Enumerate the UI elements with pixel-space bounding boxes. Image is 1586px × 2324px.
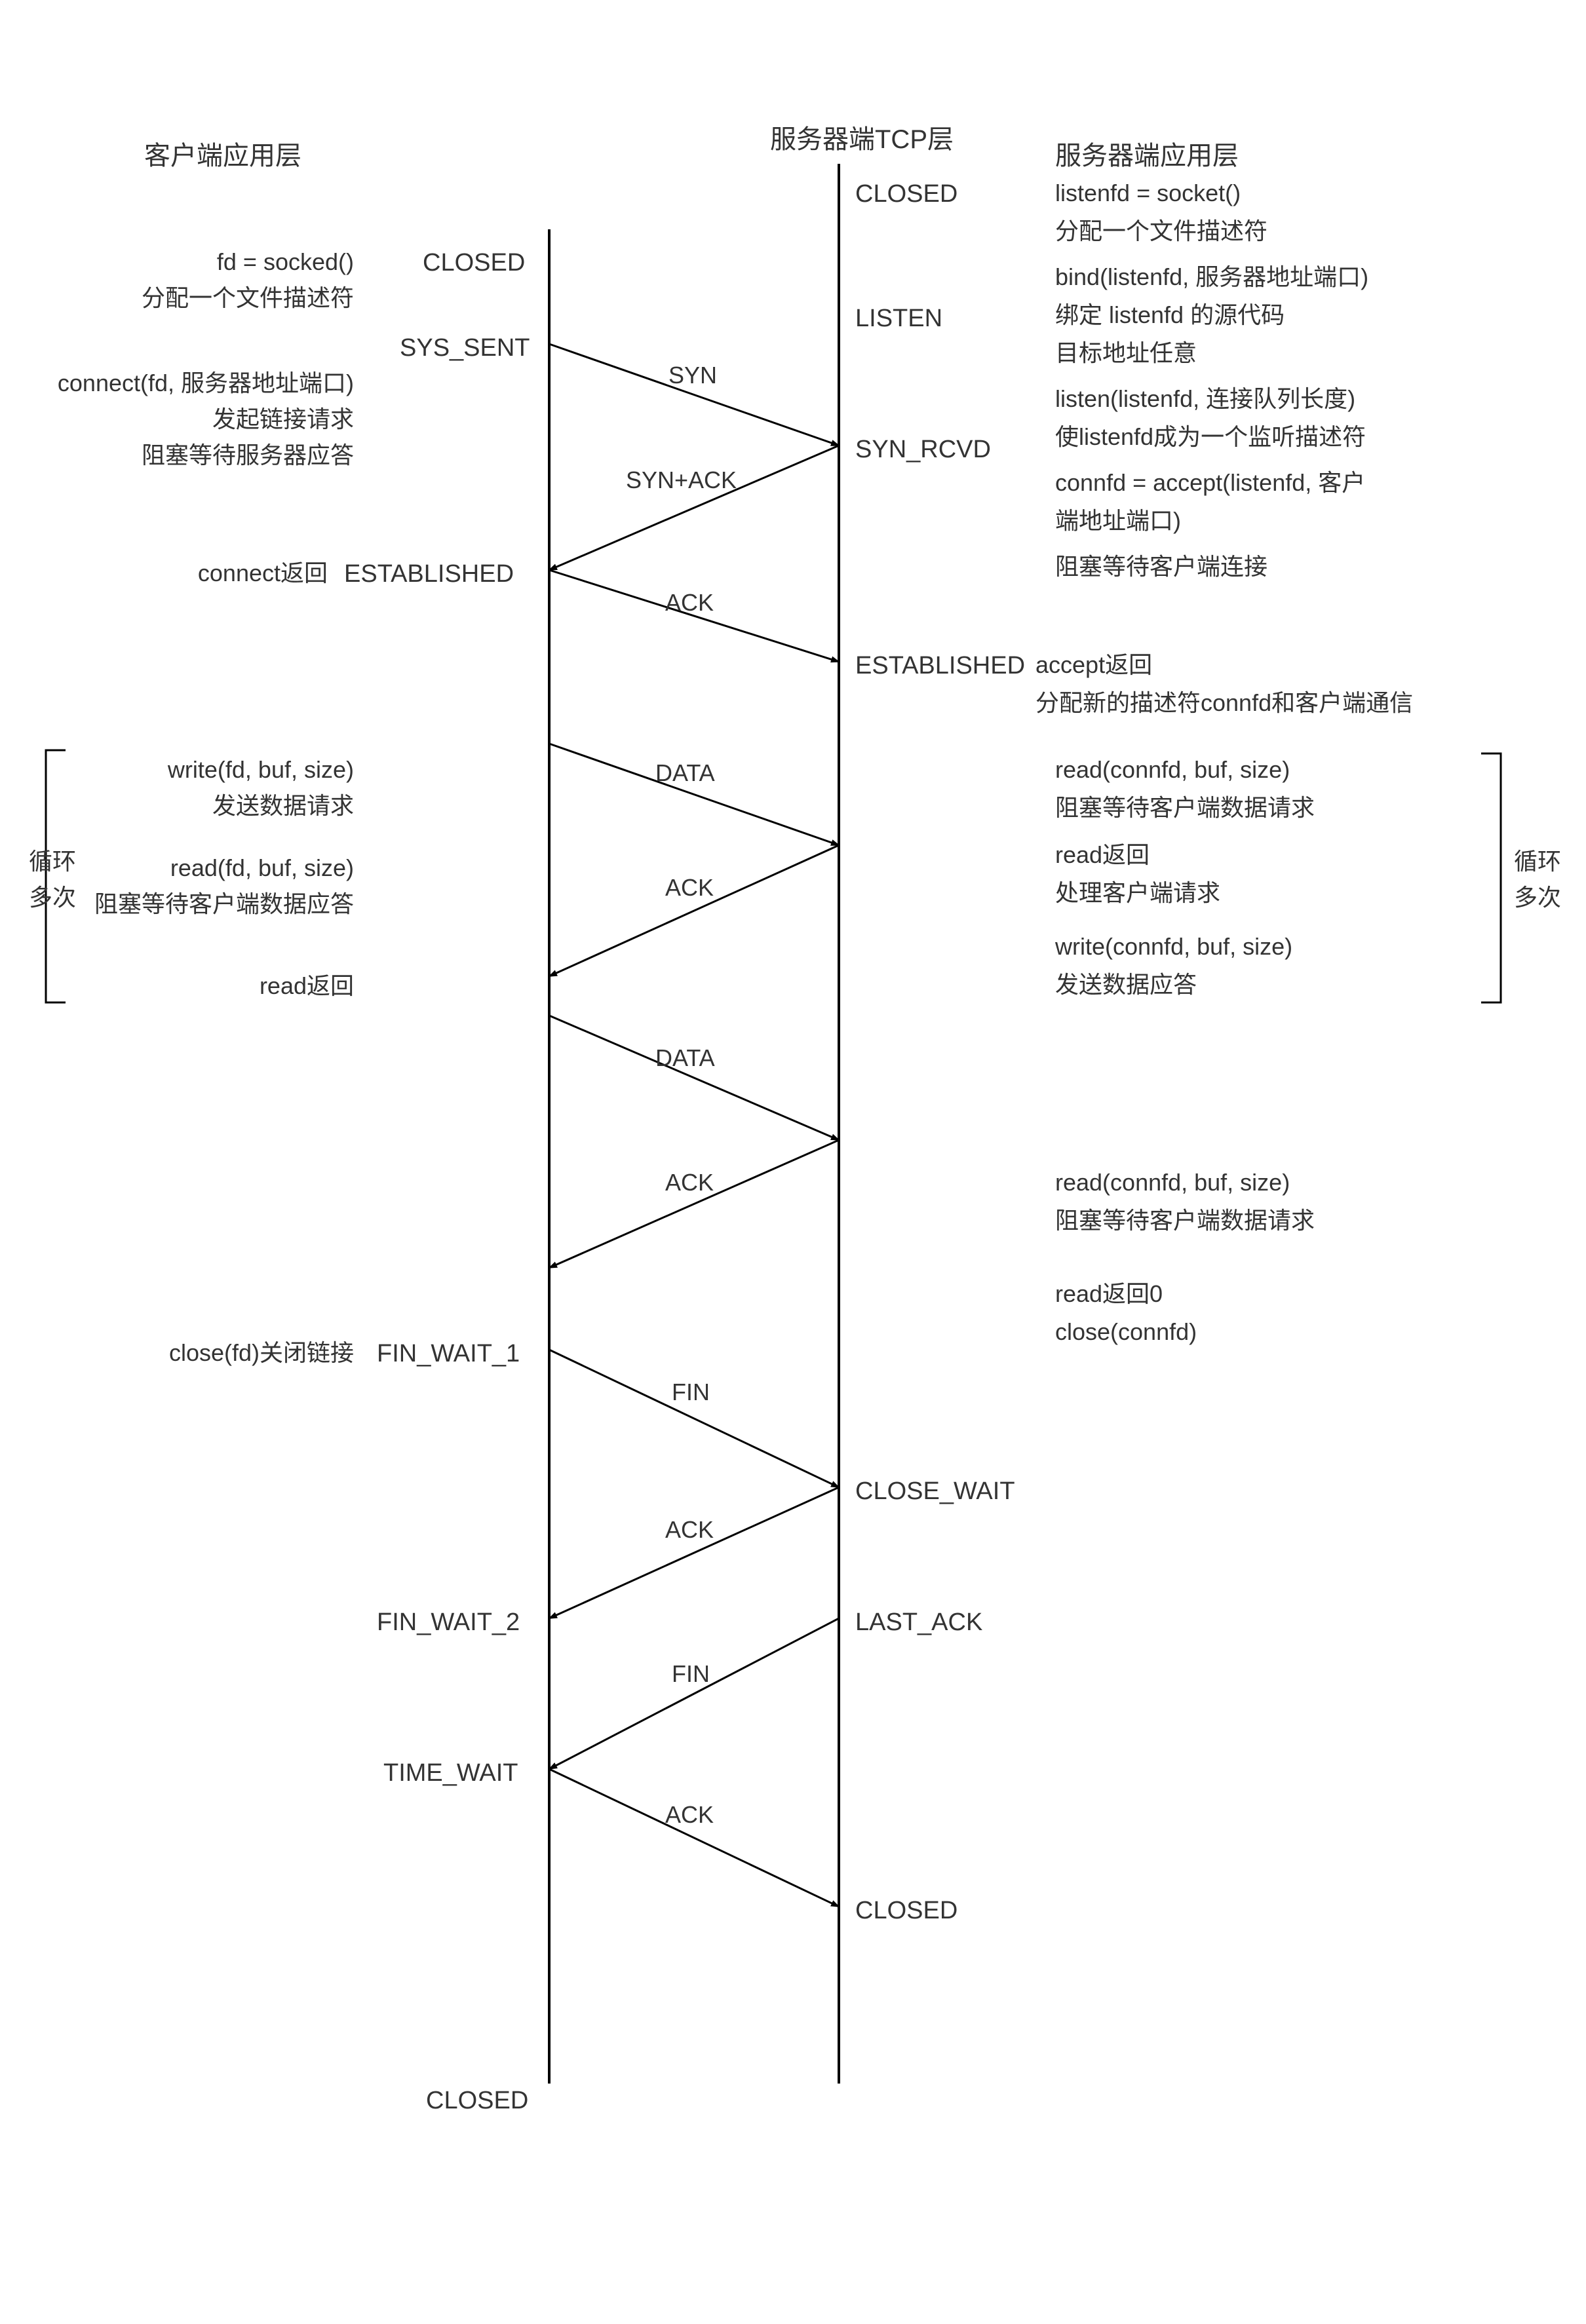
server-annot-make-listen: 使listenfd成为一个监听描述符 xyxy=(1055,421,1366,453)
header-server-app: 服务器端应用层 xyxy=(1055,138,1239,174)
client-state-closed-top: CLOSED xyxy=(423,246,525,280)
diagram-lines xyxy=(0,0,1586,2324)
client-state-time-wait: TIME_WAIT xyxy=(383,1756,518,1791)
msg-ack5: ACK xyxy=(665,1799,714,1831)
server-state-syn-rcvd: SYN_RCVD xyxy=(855,432,991,467)
server-annot-read: read(connfd, buf, size) xyxy=(1055,753,1290,786)
client-annot-fd-socket: fd = socked() xyxy=(217,246,354,278)
client-state-established: ESTABLISHED xyxy=(344,557,514,592)
server-state-last-ack: LAST_ACK xyxy=(855,1605,982,1640)
server-annot-listen: listen(listenfd, 连接队列长度) xyxy=(1055,383,1355,415)
client-annot-block-data: 阻塞等待客户端数据应答 xyxy=(94,888,354,921)
client-annot-read: read(fd, buf, size) xyxy=(170,852,354,885)
server-annot-accept2: 端地址端口) xyxy=(1055,505,1181,537)
server-annot-accept: connfd = accept(listenfd, 客户 xyxy=(1055,467,1365,499)
server-annot-read-ret0: read返回0 xyxy=(1055,1278,1163,1310)
client-state-closed-bottom: CLOSED xyxy=(426,2084,528,2118)
msg-fin1: FIN xyxy=(672,1376,710,1409)
server-annot-bind: bind(listenfd, 服务器地址端口) xyxy=(1055,261,1368,294)
server-state-closed-top: CLOSED xyxy=(855,177,957,212)
client-annot-connect: connect(fd, 服务器地址端口) xyxy=(58,367,354,400)
server-state-established: ESTABLISHED xyxy=(855,649,1025,683)
client-annot-close: close(fd)关闭链接 xyxy=(169,1337,354,1369)
server-annot-read2: read(connfd, buf, size) xyxy=(1055,1166,1290,1199)
server-annot-accept-ret: accept返回 xyxy=(1035,649,1152,681)
client-annot-send-data: 发送数据请求 xyxy=(212,790,354,822)
client-state-fin-wait-1: FIN_WAIT_1 xyxy=(377,1337,520,1371)
msg-data2: DATA xyxy=(655,1042,715,1075)
server-state-close-wait: CLOSE_WAIT xyxy=(855,1474,1015,1509)
server-annot-alloc-fd: 分配一个文件描述符 xyxy=(1055,215,1267,248)
client-annot-write: write(fd, buf, size) xyxy=(168,753,354,786)
msg-syn: SYN xyxy=(668,359,717,392)
msg-ack2: ACK xyxy=(665,871,714,904)
loop-right-line2: 多次 xyxy=(1514,881,1561,914)
server-annot-block-data2: 阻塞等待客户端数据请求 xyxy=(1055,1204,1315,1237)
server-annot-bind-src: 绑定 listenfd 的源代码 xyxy=(1055,299,1285,332)
server-annot-send-resp: 发送数据应答 xyxy=(1055,968,1197,1001)
server-annot-block-conn: 阻塞等待客户端连接 xyxy=(1055,550,1267,583)
server-annot-handle: 处理客户端请求 xyxy=(1055,877,1220,909)
server-annot-block-data: 阻塞等待客户端数据请求 xyxy=(1055,791,1315,824)
msg-data1: DATA xyxy=(655,757,715,790)
server-annot-alloc-connfd: 分配新的描述符connfd和客户端通信 xyxy=(1035,687,1413,719)
msg-ack1: ACK xyxy=(665,586,714,619)
server-annot-listenfd: listenfd = socket() xyxy=(1055,177,1241,210)
tcp-sequence-diagram: 客户端应用层 服务器端TCP层 服务器端应用层 CLOSED LISTEN SY… xyxy=(0,0,1586,2324)
msg-fin2: FIN xyxy=(672,1658,710,1690)
header-server-tcp: 服务器端TCP层 xyxy=(770,121,954,158)
client-annot-alloc-fd: 分配一个文件描述符 xyxy=(142,282,354,314)
client-annot-read-ret: read返回 xyxy=(260,970,354,1002)
client-annot-connect-ret: connect返回 xyxy=(198,557,328,590)
client-state-sys-sent: SYS_SENT xyxy=(400,331,530,366)
msg-syn-ack: SYN+ACK xyxy=(626,464,737,497)
server-state-closed-bottom: CLOSED xyxy=(855,1894,957,1928)
server-annot-read-ret: read返回 xyxy=(1055,839,1150,871)
server-annot-target-any: 目标地址任意 xyxy=(1055,337,1197,370)
loop-left-line2: 多次 xyxy=(29,881,76,914)
server-annot-close: close(connfd) xyxy=(1055,1316,1197,1348)
server-annot-write: write(connfd, buf, size) xyxy=(1055,930,1292,963)
header-client-app: 客户端应用层 xyxy=(144,138,301,174)
loop-right-line1: 循环 xyxy=(1514,845,1561,878)
msg-ack3: ACK xyxy=(665,1166,714,1199)
client-annot-send-conn: 发起链接请求 xyxy=(212,403,354,436)
msg-ack4: ACK xyxy=(665,1514,714,1546)
loop-left-line1: 循环 xyxy=(29,845,76,878)
client-state-fin-wait-2: FIN_WAIT_2 xyxy=(377,1605,520,1640)
client-annot-block-wait: 阻塞等待服务器应答 xyxy=(142,439,354,472)
server-state-listen: LISTEN xyxy=(855,301,942,336)
